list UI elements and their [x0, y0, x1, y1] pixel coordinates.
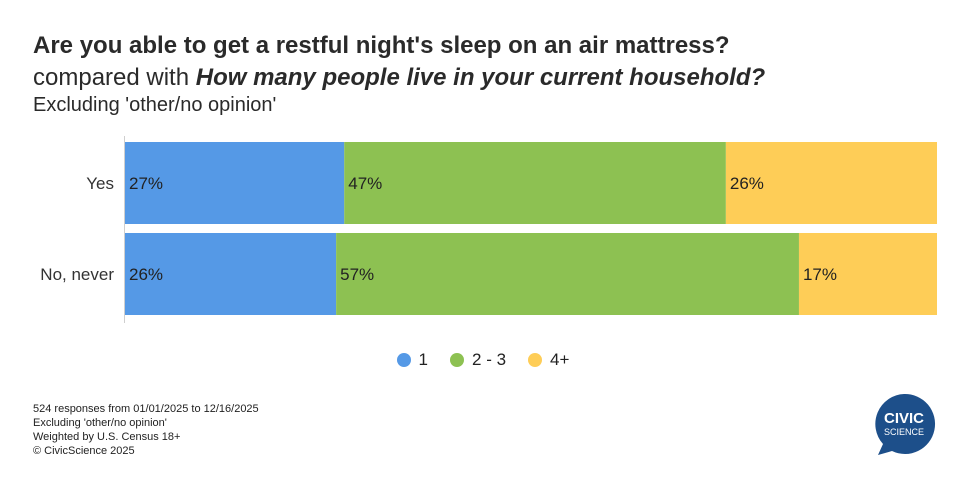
- chart-subtitle: compared with How many people live in yo…: [33, 64, 765, 92]
- footer-line: Weighted by U.S. Census 18+: [33, 431, 181, 443]
- chart-note: Excluding 'other/no opinion': [33, 94, 277, 116]
- legend-label: 2 - 3: [472, 350, 507, 369]
- data-label: 17%: [803, 265, 837, 284]
- legend-item: 2 - 3: [450, 350, 506, 370]
- subtitle-emphasis: How many people live in your current hou…: [195, 64, 766, 91]
- footer-line: © CivicScience 2025: [33, 445, 135, 457]
- bar-segment: [125, 142, 345, 224]
- legend-label: 1: [418, 350, 429, 369]
- logo-line1: CIVIC: [884, 410, 924, 427]
- bar-segment: [336, 233, 799, 315]
- data-label: 47%: [348, 174, 382, 193]
- data-label: 57%: [340, 265, 374, 284]
- chart-title: Are you able to get a restful night's sl…: [33, 32, 730, 59]
- legend-swatch: [450, 353, 465, 367]
- data-label: 26%: [129, 265, 163, 284]
- bar-segment: [125, 233, 337, 315]
- category-label: Yes: [86, 174, 114, 193]
- bar-segment: [344, 142, 726, 224]
- legend-swatch: [396, 353, 411, 367]
- category-label: No, never: [40, 265, 114, 284]
- bar-segment: [798, 233, 937, 315]
- legend-item: 1: [396, 350, 429, 370]
- legend-label: 4+: [550, 350, 570, 369]
- data-label: 27%: [129, 174, 163, 193]
- logo-bubble: [875, 393, 936, 455]
- legend-swatch: [528, 353, 543, 367]
- legend: 1 2 - 3 4+: [0, 350, 966, 370]
- footer-line: Excluding 'other/no opinion': [33, 417, 167, 429]
- logo-line2: SCIENCE: [884, 427, 924, 437]
- legend-item: 4+: [528, 350, 569, 370]
- stacked-bar-chart: Yes 27% 47% 26% No, never 26% 57% 17%: [40, 136, 937, 323]
- civicscience-logo: CIVIC SCIENCE: [875, 393, 936, 455]
- footer-line: 524 responses from 01/01/2025 to 12/16/2…: [33, 403, 259, 415]
- subtitle-prefix: compared with: [33, 64, 196, 91]
- bar-segment: [725, 142, 937, 224]
- data-label: 26%: [730, 174, 764, 193]
- footer: 524 responses from 01/01/2025 to 12/16/2…: [33, 402, 259, 458]
